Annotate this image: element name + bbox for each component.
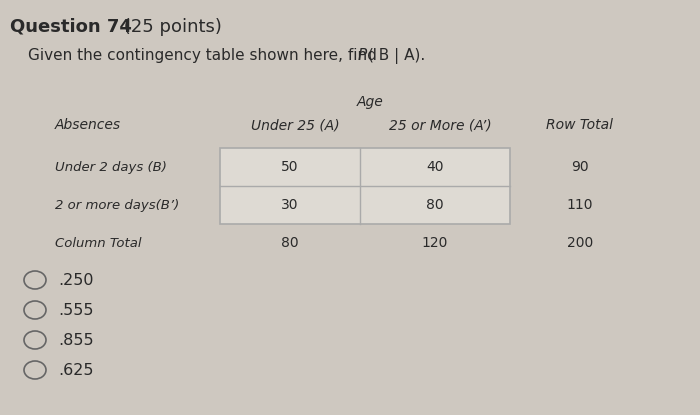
Text: Age: Age: [356, 95, 384, 109]
Text: ( B | A).: ( B | A).: [368, 48, 426, 64]
Text: .625: .625: [58, 362, 94, 378]
Text: 90: 90: [571, 160, 589, 174]
Text: Row Total: Row Total: [547, 118, 613, 132]
Text: (25 points): (25 points): [118, 18, 222, 36]
Text: .555: .555: [58, 303, 94, 317]
Text: Under 2 days (B): Under 2 days (B): [55, 161, 167, 173]
Text: .855: .855: [58, 332, 94, 347]
Text: 200: 200: [567, 236, 593, 250]
Text: 30: 30: [281, 198, 299, 212]
Bar: [220, 148, 510, 224]
Text: 120: 120: [422, 236, 448, 250]
Text: 80: 80: [426, 198, 444, 212]
Text: 25 or More (A’): 25 or More (A’): [389, 118, 491, 132]
Text: Under 25 (A): Under 25 (A): [251, 118, 340, 132]
Text: 40: 40: [426, 160, 444, 174]
Text: Question 74: Question 74: [10, 18, 132, 36]
Text: P: P: [358, 48, 368, 63]
Text: 2 or more days(B’): 2 or more days(B’): [55, 198, 179, 212]
Text: Column Total: Column Total: [55, 237, 141, 249]
Text: .250: .250: [58, 273, 94, 288]
Text: 80: 80: [281, 236, 299, 250]
Text: Absences: Absences: [55, 118, 121, 132]
Text: 50: 50: [281, 160, 299, 174]
Text: Given the contingency table shown here, find: Given the contingency table shown here, …: [28, 48, 382, 63]
Text: 110: 110: [567, 198, 594, 212]
